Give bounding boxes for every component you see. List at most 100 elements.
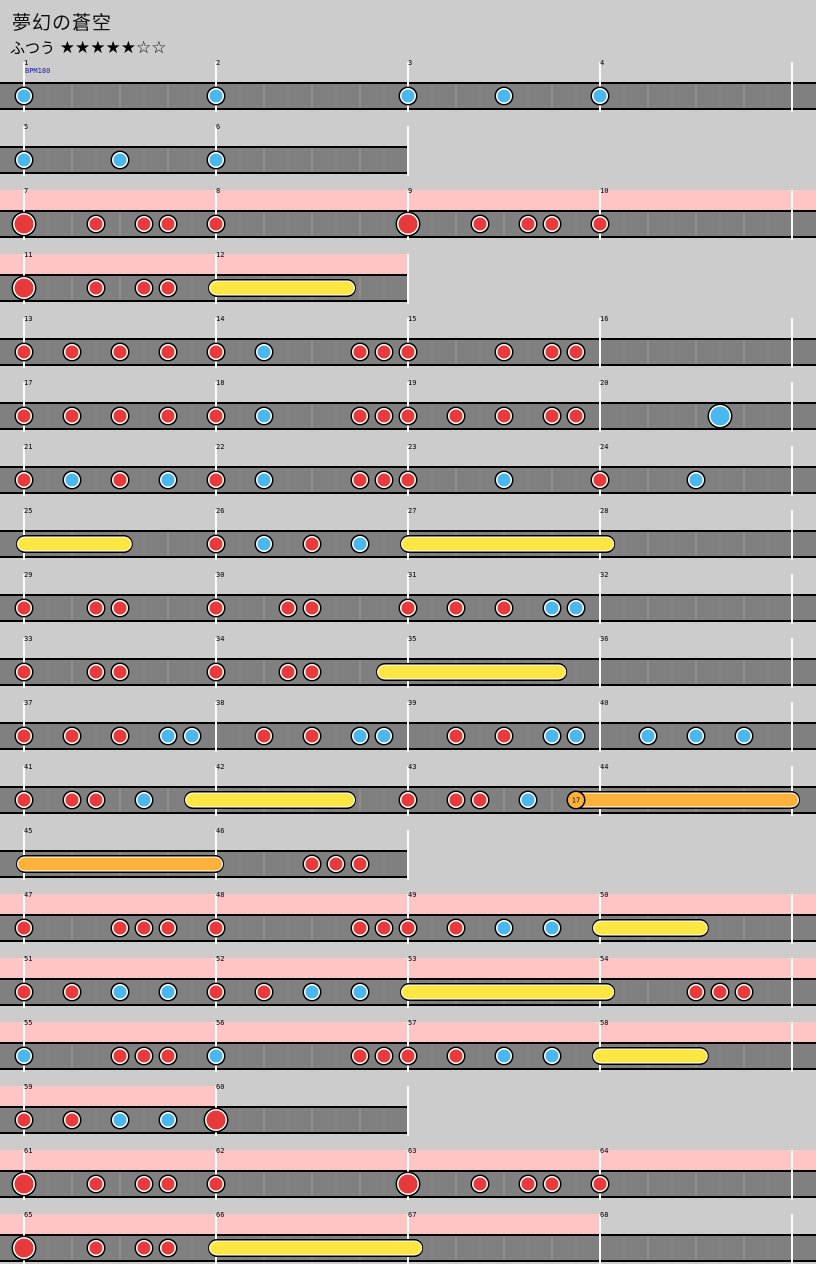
ka-note xyxy=(689,473,703,487)
don-note xyxy=(89,601,103,615)
ka-note xyxy=(257,473,271,487)
ka-note xyxy=(737,729,751,743)
don-note xyxy=(209,921,223,935)
don-note xyxy=(137,217,151,231)
don-note xyxy=(401,409,415,423)
don-note xyxy=(65,1113,79,1127)
balloon-count: 17 xyxy=(572,797,580,805)
gogo-band xyxy=(0,1214,600,1234)
ka-note xyxy=(353,985,367,999)
measure-number: 5 xyxy=(24,123,28,131)
ka-note xyxy=(377,729,391,743)
don-note xyxy=(305,601,319,615)
measure-number: 67 xyxy=(408,1211,416,1219)
ka-note xyxy=(545,921,559,935)
don-note xyxy=(137,1241,151,1255)
chart-row: 45 46 xyxy=(0,827,409,880)
measure-number: 4 xyxy=(600,59,604,67)
don-note xyxy=(89,793,103,807)
don-note xyxy=(113,1049,127,1063)
don-note xyxy=(497,409,511,423)
don-note xyxy=(281,601,295,615)
don-big-note xyxy=(398,214,418,234)
ka-note xyxy=(497,921,511,935)
don-note xyxy=(89,1241,103,1255)
don-note xyxy=(521,217,535,231)
don-big-note xyxy=(206,1110,226,1130)
ka-big-note xyxy=(710,406,730,426)
measure-number: 45 xyxy=(24,827,32,835)
chart-row: 51 52 53 54 xyxy=(0,955,816,1008)
chart-row: 65 66 67 68 xyxy=(0,1211,816,1264)
don-note xyxy=(305,537,319,551)
measure-number: 36 xyxy=(600,635,608,643)
measure-number: 65 xyxy=(24,1211,32,1219)
don-note xyxy=(161,1241,175,1255)
gogo-band xyxy=(0,1086,216,1106)
don-note xyxy=(209,345,223,359)
measure-number: 62 xyxy=(216,1147,224,1155)
measure-number: 64 xyxy=(600,1147,608,1155)
measure-number: 58 xyxy=(600,1019,608,1027)
don-note xyxy=(281,665,295,679)
don-note xyxy=(569,409,583,423)
don-note xyxy=(377,345,391,359)
ka-note xyxy=(161,985,175,999)
don-note xyxy=(209,985,223,999)
measure-number: 3 xyxy=(408,59,412,67)
measure-number: 22 xyxy=(216,443,224,451)
balloon-note xyxy=(568,792,584,808)
ka-note xyxy=(209,153,223,167)
don-note xyxy=(113,729,127,743)
drumroll xyxy=(186,793,354,807)
don-note xyxy=(137,281,151,295)
don-note xyxy=(377,921,391,935)
don-big-note xyxy=(14,1174,34,1194)
ka-note xyxy=(257,345,271,359)
drumroll xyxy=(210,1241,422,1255)
ka-note xyxy=(17,89,31,103)
measure-number: 53 xyxy=(408,955,416,963)
measure-number: 27 xyxy=(408,507,416,515)
measure-number: 16 xyxy=(600,315,608,323)
don-note xyxy=(65,985,79,999)
ka-note xyxy=(113,985,127,999)
don-note xyxy=(113,409,127,423)
don-note xyxy=(401,1049,415,1063)
ka-note xyxy=(17,153,31,167)
don-note xyxy=(521,1177,535,1191)
don-note xyxy=(497,601,511,615)
don-note xyxy=(161,409,175,423)
don-note xyxy=(17,473,31,487)
difficulty-stars: ★★★★★☆☆ xyxy=(59,38,167,58)
don-note xyxy=(161,217,175,231)
don-note xyxy=(545,409,559,423)
measure-number: 7 xyxy=(24,187,28,195)
don-note xyxy=(209,537,223,551)
measure-number: 38 xyxy=(216,699,224,707)
don-note xyxy=(401,793,415,807)
don-note xyxy=(545,345,559,359)
ka-note xyxy=(257,537,271,551)
don-note xyxy=(17,345,31,359)
don-note xyxy=(353,409,367,423)
chart-row: 29 30 31 32 xyxy=(0,571,816,624)
don-note xyxy=(209,473,223,487)
measure-number: 12 xyxy=(216,251,224,259)
don-note xyxy=(713,985,727,999)
ka-note xyxy=(113,153,127,167)
measure-number: 30 xyxy=(216,571,224,579)
don-note xyxy=(473,217,487,231)
measure-number: 40 xyxy=(600,699,608,707)
ka-note xyxy=(17,1049,31,1063)
measure-number: 52 xyxy=(216,955,224,963)
measure-number: 49 xyxy=(408,891,416,899)
don-note xyxy=(305,665,319,679)
don-note xyxy=(449,921,463,935)
don-note xyxy=(113,601,127,615)
ka-note xyxy=(209,1049,223,1063)
chart-row: 13 14 15 16 xyxy=(0,315,816,368)
don-note xyxy=(329,857,343,871)
don-note xyxy=(593,1177,607,1191)
measure-number: 24 xyxy=(600,443,608,451)
